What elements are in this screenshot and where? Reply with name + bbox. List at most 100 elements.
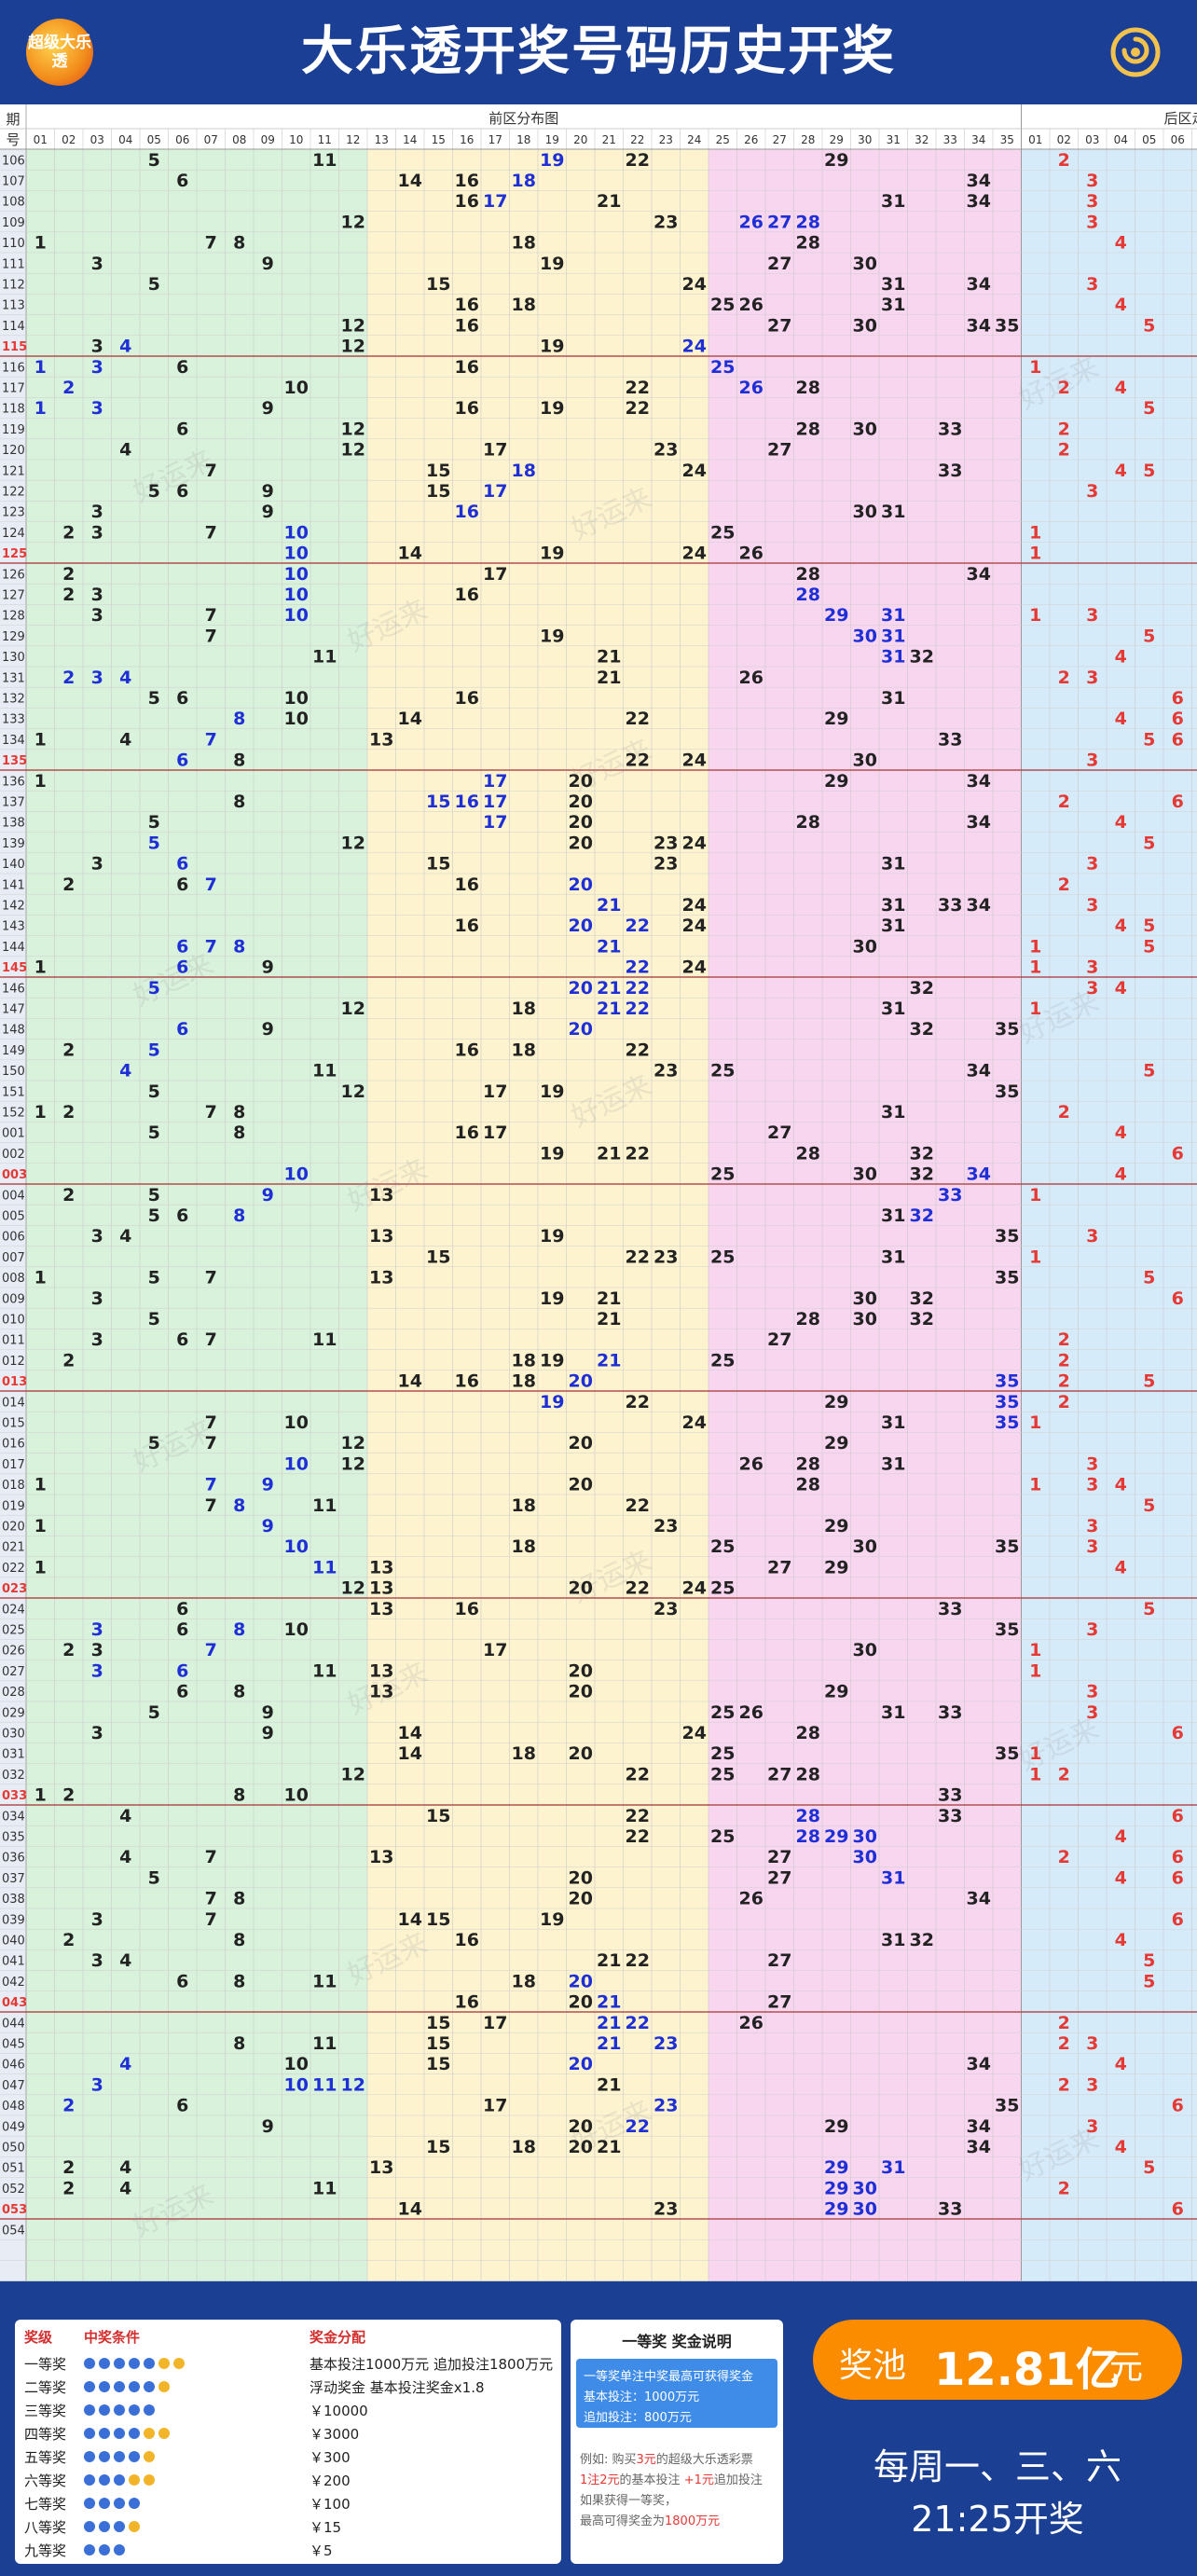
front-ball: 18 — [512, 2137, 536, 2157]
front-ball: 22 — [626, 1764, 650, 1784]
front-col-label: 34 — [971, 133, 985, 146]
front-ball: 7 — [205, 1102, 217, 1123]
front-ball: 6 — [176, 1660, 188, 1681]
front-ball: 20 — [569, 792, 593, 812]
front-ball: 11 — [312, 1660, 337, 1681]
front-ball-dot — [84, 2404, 95, 2416]
front-ball: 25 — [710, 1826, 735, 1847]
front-ball: 15 — [426, 461, 450, 481]
issue-number: 001 — [2, 1127, 25, 1141]
front-ball: 21 — [597, 999, 621, 1019]
front-ball: 33 — [938, 461, 962, 481]
front-ball: 27 — [767, 1992, 791, 2013]
front-ball: 5 — [148, 1185, 160, 1205]
front-ball: 22 — [626, 1040, 650, 1060]
front-ball: 8 — [233, 1619, 245, 1640]
issue-number: 015 — [2, 1417, 25, 1431]
front-ball-dot — [84, 2428, 95, 2439]
front-ball: 2 — [62, 2157, 75, 2178]
front-ball: 32 — [910, 1019, 934, 1040]
front-ball: 31 — [881, 1453, 905, 1474]
prize-level: 一等奖 — [24, 2356, 67, 2373]
front-ball: 23 — [654, 212, 678, 232]
example-highlight: 1800万元 — [665, 2514, 721, 2528]
issue-number: 041 — [2, 1955, 25, 1969]
jackpot-label: 奖池 — [839, 2347, 907, 2385]
front-ball: 28 — [796, 1453, 820, 1474]
front-ball: 16 — [455, 1371, 479, 1392]
front-ball: 33 — [938, 1806, 962, 1826]
front-ball: 20 — [569, 978, 593, 999]
prize-condition — [84, 2473, 158, 2489]
front-ball-dot — [84, 2544, 95, 2555]
front-ball-dot — [84, 2498, 95, 2509]
front-ball: 27 — [767, 254, 791, 274]
front-ball: 4 — [119, 1061, 131, 1081]
front-ball: 8 — [233, 2033, 245, 2054]
front-ball: 1 — [34, 398, 47, 419]
issue-number: 021 — [2, 1541, 25, 1555]
issue-number: 126 — [2, 568, 25, 582]
back-ball: 5 — [1143, 1971, 1155, 1991]
front-ball: 24 — [682, 544, 707, 564]
front-ball: 6 — [176, 1205, 188, 1226]
issue-number: 010 — [2, 1314, 25, 1328]
example-highlight: 1注2元 — [580, 2473, 620, 2487]
front-ball: 3 — [91, 337, 103, 357]
front-ball: 6 — [176, 1019, 188, 1040]
front-ball: 1 — [34, 357, 47, 378]
front-ball: 3 — [91, 1640, 103, 1660]
front-ball: 2 — [62, 668, 75, 688]
front-ball: 16 — [455, 502, 479, 522]
front-ball: 11 — [312, 1557, 337, 1577]
front-ball-dot — [129, 2451, 140, 2462]
front-ball-dot — [114, 2428, 125, 2439]
back-ball: 1 — [1029, 1660, 1041, 1681]
front-ball: 22 — [626, 751, 650, 771]
back-ball: 3 — [1086, 1682, 1098, 1702]
issue-number: 146 — [2, 982, 25, 996]
front-ball: 13 — [369, 1557, 393, 1577]
back-ball: 3 — [1086, 978, 1098, 999]
front-ball: 6 — [176, 936, 188, 957]
front-ball-dot — [99, 2474, 110, 2486]
issue-number: 009 — [2, 1292, 25, 1306]
back-ball: 3 — [1086, 1536, 1098, 1557]
front-ball: 33 — [938, 419, 962, 439]
page-title: 大乐透开奖号码历史开奖 — [301, 21, 896, 82]
front-ball: 27 — [767, 440, 791, 461]
front-col-label: 23 — [659, 133, 673, 146]
front-ball: 29 — [824, 1433, 848, 1453]
front-ball: 31 — [881, 999, 905, 1019]
front-ball-dot — [114, 2404, 125, 2416]
prize-row: 九等奖 ￥5 — [15, 2538, 561, 2561]
front-ball: 3 — [91, 585, 103, 605]
back-ball: 2 — [1058, 2074, 1070, 2095]
front-ball: 5 — [148, 1123, 160, 1143]
front-ball: 12 — [341, 1764, 365, 1784]
front-ball: 2 — [62, 1640, 75, 1660]
issue-number: 017 — [2, 1458, 25, 1472]
front-ball: 35 — [995, 1392, 1019, 1412]
issue-number: 106 — [2, 154, 25, 168]
front-ball: 8 — [233, 1889, 245, 1909]
lottery-logo: 超级大乐透 — [26, 19, 93, 86]
front-ball: 11 — [312, 2178, 337, 2198]
front-ball: 31 — [881, 1412, 905, 1433]
front-ball: 25 — [710, 1164, 735, 1185]
back-ball: 3 — [1086, 481, 1098, 502]
front-ball: 31 — [881, 688, 905, 709]
front-ball: 32 — [910, 647, 934, 668]
front-ball: 32 — [910, 978, 934, 999]
example-text: 最高可得奖金为 — [580, 2514, 666, 2528]
example-highlight: 3元 — [636, 2453, 656, 2467]
front-ball: 5 — [148, 481, 160, 502]
front-ball: 35 — [995, 1081, 1019, 1102]
front-col-label: 17 — [488, 133, 502, 146]
front-ball: 4 — [119, 440, 131, 461]
issue-number: 046 — [2, 2059, 25, 2073]
front-ball: 19 — [540, 1392, 564, 1412]
front-ball: 3 — [91, 1288, 103, 1309]
front-col-label: 05 — [147, 133, 161, 146]
lucky-swirl-icon[interactable] — [1106, 22, 1165, 82]
